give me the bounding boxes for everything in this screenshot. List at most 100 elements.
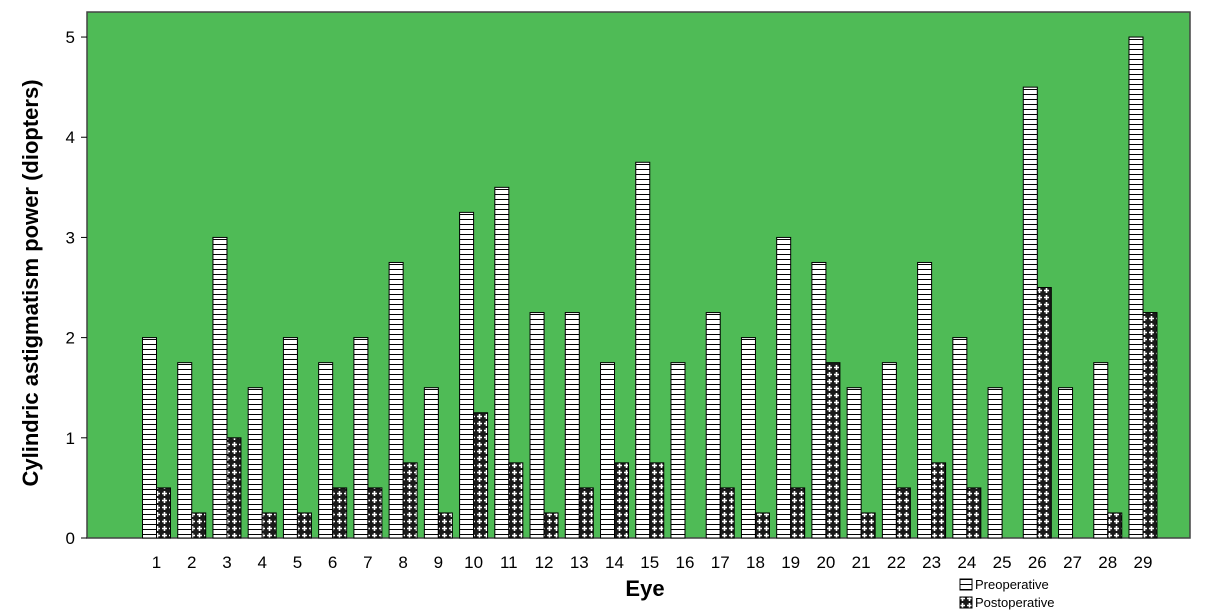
x-tick-label: 23 xyxy=(922,553,941,572)
y-tick-label: 4 xyxy=(66,128,75,147)
bar-preoperative-21 xyxy=(846,387,862,539)
x-tick-label: 28 xyxy=(1098,553,1117,572)
bar-postoperative-7 xyxy=(367,487,383,539)
y-tick-label: 2 xyxy=(66,329,75,348)
bar-preoperative-29 xyxy=(1128,36,1144,539)
legend-label-postoperative: Postoperative xyxy=(975,595,1055,610)
x-tick-label: 25 xyxy=(993,553,1012,572)
x-tick-label: 16 xyxy=(676,553,695,572)
y-tick-label: 5 xyxy=(66,28,75,47)
bar-postoperative-26 xyxy=(1036,287,1052,539)
x-tick-label: 2 xyxy=(187,553,196,572)
bar-preoperative-17 xyxy=(705,312,721,539)
bar-preoperative-14 xyxy=(600,362,616,539)
x-axis-title: Eye xyxy=(625,576,664,601)
x-tick-label: 19 xyxy=(781,553,800,572)
bar-postoperative-20 xyxy=(825,362,841,539)
bar-postoperative-17 xyxy=(719,487,735,539)
y-tick-label: 1 xyxy=(66,429,75,448)
bar-preoperative-4 xyxy=(247,387,263,539)
x-tick-label: 18 xyxy=(746,553,765,572)
x-tick-label: 14 xyxy=(605,553,624,572)
bar-postoperative-24 xyxy=(966,487,982,539)
x-tick-label: 5 xyxy=(293,553,302,572)
bar-preoperative-2 xyxy=(177,362,193,539)
legend-swatch-postoperative xyxy=(959,596,973,609)
bar-postoperative-28 xyxy=(1107,512,1123,539)
x-tick-label: 6 xyxy=(328,553,337,572)
bar-postoperative-11 xyxy=(508,462,524,539)
bar-preoperative-12 xyxy=(529,312,545,539)
bar-preoperative-9 xyxy=(423,387,439,539)
x-tick-label: 12 xyxy=(535,553,554,572)
bar-preoperative-15 xyxy=(635,161,651,539)
bar-postoperative-14 xyxy=(614,462,630,539)
bar-postoperative-22 xyxy=(895,487,911,539)
bar-preoperative-5 xyxy=(282,337,298,539)
x-tick-label: 8 xyxy=(398,553,407,572)
bar-preoperative-1 xyxy=(142,337,157,539)
bar-preoperative-11 xyxy=(494,186,510,539)
bar-postoperative-5 xyxy=(296,512,312,539)
bar-preoperative-8 xyxy=(388,261,404,539)
bar-postoperative-6 xyxy=(332,487,348,539)
y-tick-label: 3 xyxy=(66,228,75,247)
x-tick-label: 22 xyxy=(887,553,906,572)
bar-postoperative-8 xyxy=(402,462,418,539)
bars-layer xyxy=(142,36,1158,539)
bar-preoperative-16 xyxy=(670,362,686,539)
bar-preoperative-10 xyxy=(459,211,475,539)
y-tick-label: 0 xyxy=(66,529,75,548)
bar-postoperative-23 xyxy=(931,462,947,539)
bar-postoperative-13 xyxy=(578,487,594,539)
x-tick-label: 24 xyxy=(957,553,976,572)
x-tick-label: 15 xyxy=(640,553,659,572)
bar-postoperative-10 xyxy=(473,412,489,539)
bar-postoperative-12 xyxy=(543,512,559,539)
bar-preoperative-28 xyxy=(1093,362,1109,539)
bar-preoperative-22 xyxy=(881,362,897,539)
bar-postoperative-29 xyxy=(1142,312,1158,539)
legend-label-preoperative: Preoperative xyxy=(975,577,1049,592)
x-tick-label: 11 xyxy=(500,553,518,572)
x-tick-label: 29 xyxy=(1134,553,1153,572)
x-tick-label: 26 xyxy=(1028,553,1047,572)
bar-preoperative-25 xyxy=(987,387,1003,539)
bar-preoperative-3 xyxy=(212,236,228,539)
bar-preoperative-13 xyxy=(564,312,580,539)
bar-postoperative-4 xyxy=(261,512,277,539)
bar-preoperative-18 xyxy=(740,337,756,539)
bar-preoperative-6 xyxy=(318,362,334,539)
y-axis-title: Cylindric astigmatism power (diopters) xyxy=(18,79,43,486)
bar-preoperative-19 xyxy=(776,236,792,539)
x-tick-label: 9 xyxy=(434,553,443,572)
x-tick-label: 10 xyxy=(464,553,483,572)
legend-swatch-preoperative xyxy=(959,578,973,591)
bar-postoperative-15 xyxy=(649,462,665,539)
legend: Preoperative Postoperative xyxy=(959,577,1055,610)
bar-postoperative-18 xyxy=(754,512,770,539)
bar-postoperative-9 xyxy=(437,512,453,539)
bar-preoperative-7 xyxy=(353,337,369,539)
x-tick-label: 21 xyxy=(852,553,871,572)
bar-preoperative-23 xyxy=(917,261,933,539)
x-tick-label: 13 xyxy=(570,553,589,572)
x-tick-label: 17 xyxy=(711,553,730,572)
bar-postoperative-2 xyxy=(191,512,207,539)
x-tick-label: 7 xyxy=(363,553,372,572)
bar-postoperative-21 xyxy=(860,512,876,539)
bar-preoperative-24 xyxy=(952,337,968,539)
bar-preoperative-26 xyxy=(1022,86,1038,539)
bar-preoperative-27 xyxy=(1058,387,1074,539)
x-tick-label: 1 xyxy=(152,553,161,572)
bar-postoperative-1 xyxy=(156,487,171,539)
x-tick-label: 20 xyxy=(816,553,835,572)
bar-postoperative-3 xyxy=(226,437,242,539)
x-tick-label: 4 xyxy=(257,553,266,572)
x-tick-label: 3 xyxy=(222,553,231,572)
bar-postoperative-19 xyxy=(790,487,806,539)
x-tick-label: 27 xyxy=(1063,553,1082,572)
